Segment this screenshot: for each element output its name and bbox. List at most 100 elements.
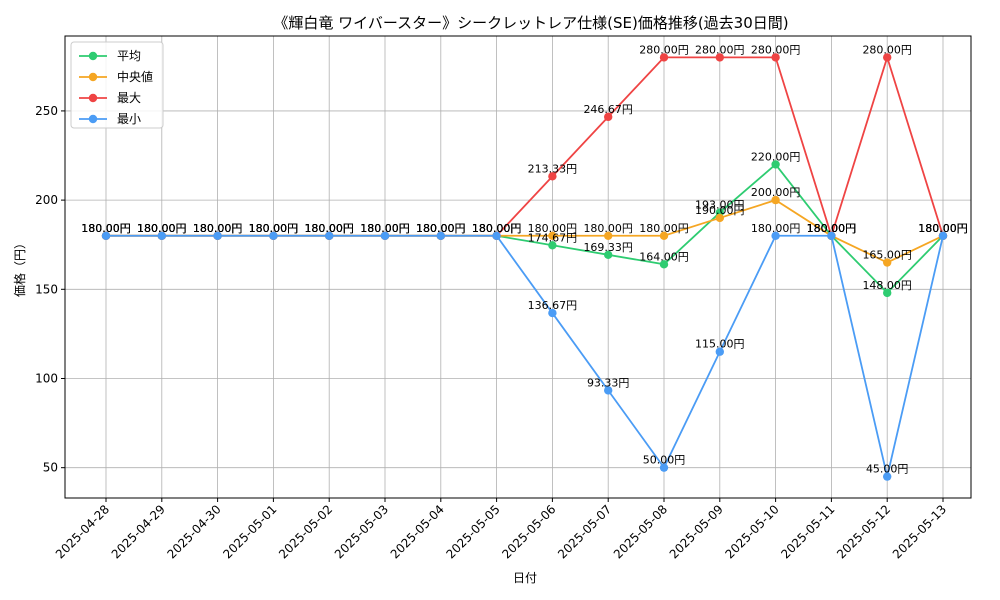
data-label: 180.00円 [360, 222, 410, 235]
data-label: 180.00円 [304, 222, 354, 235]
data-point [436, 231, 445, 240]
legend-marker [88, 72, 98, 82]
data-point [883, 53, 892, 62]
data-label: 180.00円 [193, 222, 243, 235]
data-point [659, 53, 669, 62]
data-point [213, 231, 222, 240]
data-point [604, 112, 613, 122]
data-point [157, 231, 166, 240]
x-tick-label: 2025-05-03 [332, 502, 391, 561]
data-label: 193.00円 [695, 199, 745, 212]
data-label: 136.67円 [528, 299, 578, 312]
data-label: 50.00円 [643, 454, 686, 467]
data-point [604, 386, 613, 395]
x-tick-label: 2025-05-02 [276, 502, 335, 561]
data-label: 180.00円 [304, 222, 354, 235]
x-axis-ticks: 2025-04-282025-04-292025-04-302025-05-01… [53, 498, 949, 561]
data-point [771, 231, 780, 240]
data-label: 180.00円 [81, 222, 131, 235]
data-label: 164.00円 [639, 250, 689, 263]
data-point [715, 347, 724, 356]
data-label: 180.00円 [416, 222, 466, 235]
legend-box [70, 41, 164, 129]
x-tick-label: 2025-04-29 [109, 502, 168, 561]
data-point [101, 231, 111, 240]
data-label: 45.00円 [866, 463, 909, 476]
data-label: 180.00円 [249, 222, 299, 235]
legend-label: 平均 [117, 49, 141, 63]
data-label: 180.00円 [472, 222, 522, 235]
data-label: 180.00円 [918, 222, 968, 235]
x-tick-label: 2025-05-13 [890, 502, 949, 561]
data-label: 180.00円 [304, 222, 354, 235]
data-label: 180.00円 [416, 222, 466, 235]
data-point [380, 231, 390, 240]
legend-label: 中央値 [117, 69, 153, 84]
data-label: 180.00円 [304, 222, 354, 235]
x-tick-label: 2025-05-09 [667, 502, 726, 561]
data-label: 180.00円 [81, 222, 131, 235]
data-label: 180.00円 [137, 222, 187, 235]
data-label: 174.67円 [528, 231, 578, 244]
data-label: 180.00円 [639, 222, 689, 235]
data-point [659, 260, 669, 269]
data-point [659, 231, 669, 240]
data-label: 180.00円 [360, 222, 410, 235]
data-label: 180.00円 [193, 222, 243, 235]
data-label: 180.00円 [807, 222, 857, 235]
data-point [492, 231, 501, 240]
data-label: 180.00円 [918, 222, 968, 235]
data-label: 200.00円 [751, 186, 801, 199]
data-label: 180.00円 [918, 222, 968, 235]
grid [65, 36, 971, 498]
plot-frame [64, 35, 972, 499]
data-label: 190.00円 [695, 204, 745, 217]
x-tick-label: 2025-05-08 [611, 502, 670, 561]
data-label: 180.00円 [472, 222, 522, 235]
x-tick-label: 2025-05-04 [388, 502, 447, 561]
data-point [715, 213, 724, 223]
data-point [604, 250, 613, 260]
x-tick-label: 2025-05-10 [723, 502, 782, 561]
data-point [604, 231, 613, 240]
x-tick-label: 2025-04-28 [53, 502, 112, 561]
data-label: 180.00円 [137, 222, 187, 235]
series-layer [101, 53, 948, 481]
data-label: 246.67円 [583, 103, 633, 116]
chart-title: 《輝白竜 ワイバースター》シークレットレア仕様(SE)価格推移(過去30日間) [273, 14, 788, 32]
data-label: 180.00円 [472, 222, 522, 235]
legend-label: 最大 [117, 91, 141, 105]
data-point [548, 308, 557, 318]
data-label: 280.00円 [695, 43, 745, 56]
y-tick-label: 100 [35, 371, 58, 385]
data-point [883, 288, 892, 298]
data-label: 169.33円 [583, 241, 633, 254]
data-label: 280.00円 [862, 43, 912, 56]
data-point [771, 160, 780, 169]
data-label: 180.00円 [249, 222, 299, 235]
data-point [548, 241, 557, 250]
data-point [883, 258, 892, 267]
data-label: 180.00円 [751, 222, 801, 235]
data-point [827, 231, 836, 240]
data-label: 180.00円 [583, 222, 633, 235]
x-tick-label: 2025-04-30 [165, 502, 224, 561]
data-point [883, 472, 892, 481]
series-line [106, 234, 944, 477]
data-label: 180.00円 [807, 222, 857, 235]
data-point [269, 231, 278, 240]
data-label: 180.00円 [249, 222, 299, 235]
data-label: 180.00円 [360, 222, 410, 235]
y-axis-ticks: 50 100 150 200 250 [35, 104, 65, 475]
data-point [715, 53, 724, 62]
legend-marker [88, 114, 98, 124]
data-label: 180.00円 [416, 222, 466, 235]
data-label: 180.00円 [193, 222, 243, 235]
data-label: 180.00円 [528, 222, 578, 235]
data-label: 180.00円 [249, 222, 299, 235]
data-label: 180.00円 [137, 222, 187, 235]
x-tick-label: 2025-05-06 [499, 502, 558, 561]
data-label: 93.33円 [587, 376, 630, 389]
y-tick-label: 200 [35, 193, 58, 207]
